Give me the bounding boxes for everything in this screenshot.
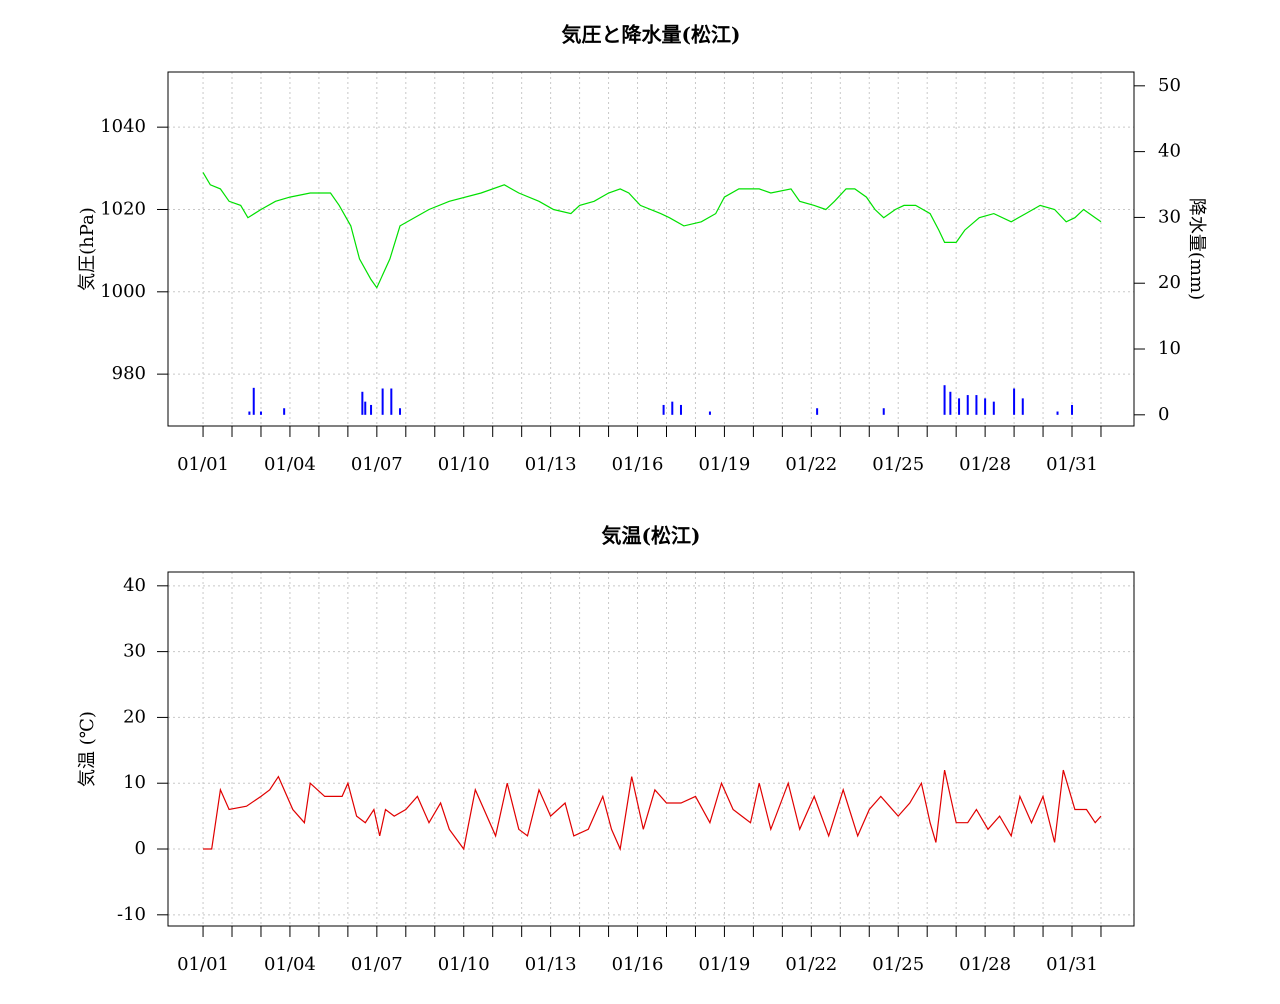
y-axis-label: 気圧(hPa) [77,207,98,291]
x-tick-label: 01/13 [525,454,577,475]
x-tick-label: 01/19 [698,954,750,975]
y2-tick-label: 10 [1158,338,1181,359]
bar [364,401,367,415]
x-tick-label: 01/04 [264,954,316,975]
y-axis-label: 気温 (℃) [77,711,98,787]
x-tick-label: 01/22 [785,954,837,975]
bar [943,385,946,415]
bar [283,408,286,415]
line [202,172,1102,289]
plot-frame [167,71,1135,427]
bar [671,401,674,415]
bar [966,395,969,415]
bar [1013,388,1016,415]
bar [662,404,665,415]
x-tick-label: 01/07 [351,954,403,975]
bar [984,398,987,415]
y-tick-label: 10 [123,772,146,793]
y2-tick-label: 30 [1158,206,1181,227]
bar [370,404,373,415]
bar [992,401,995,415]
bar [679,404,682,415]
bar [248,411,251,415]
x-tick-label: 01/19 [698,454,750,475]
y2-tick-label: 40 [1158,141,1181,162]
bar [975,395,978,415]
bar [259,411,262,415]
y2-axis-label: 降水量(mm) [1186,198,1207,300]
y-tick-label: 1020 [100,198,146,219]
x-tick-label: 01/31 [1046,454,1098,475]
chart-title: 気温(松江) [602,524,701,548]
y-tick-label: 40 [123,575,146,596]
x-tick-label: 01/01 [177,454,229,475]
y-tick-label: 30 [123,641,146,662]
bar [958,398,961,415]
x-tick-label: 01/22 [785,454,837,475]
bar [708,411,711,415]
bar [949,391,952,415]
bar [1021,398,1024,415]
bar [399,408,402,415]
bar [816,408,819,415]
x-tick-label: 01/01 [177,954,229,975]
y2-tick-label: 20 [1158,272,1181,293]
line [203,769,1102,852]
y2-tick-label: 50 [1158,75,1181,96]
x-tick-label: 01/07 [351,454,403,475]
x-tick-label: 01/10 [438,454,490,475]
bar [1056,411,1059,415]
x-tick-label: 01/28 [959,454,1011,475]
y-tick-label: 0 [135,838,146,859]
bar [390,388,393,415]
x-tick-label: 01/04 [264,454,316,475]
bar [1071,404,1074,415]
x-tick-label: 01/16 [612,454,664,475]
chart-title: 気圧と降水量(松江) [562,23,741,47]
x-tick-label: 01/31 [1046,954,1098,975]
bar [361,391,364,415]
y-tick-label: 20 [123,706,146,727]
bar [381,388,384,415]
bar [882,408,885,415]
y-tick-label: 1040 [100,116,146,137]
plot-frame [167,571,1135,927]
x-tick-label: 01/13 [525,954,577,975]
x-tick-label: 01/10 [438,954,490,975]
y-tick-label: -10 [117,904,146,925]
x-tick-label: 01/28 [959,954,1011,975]
x-tick-label: 01/16 [612,954,664,975]
bar [252,387,255,415]
x-tick-label: 01/25 [872,454,924,475]
y2-tick-label: 0 [1158,404,1169,425]
x-tick-label: 01/25 [872,954,924,975]
y-tick-label: 1000 [100,281,146,302]
y-tick-label: 980 [112,363,146,384]
